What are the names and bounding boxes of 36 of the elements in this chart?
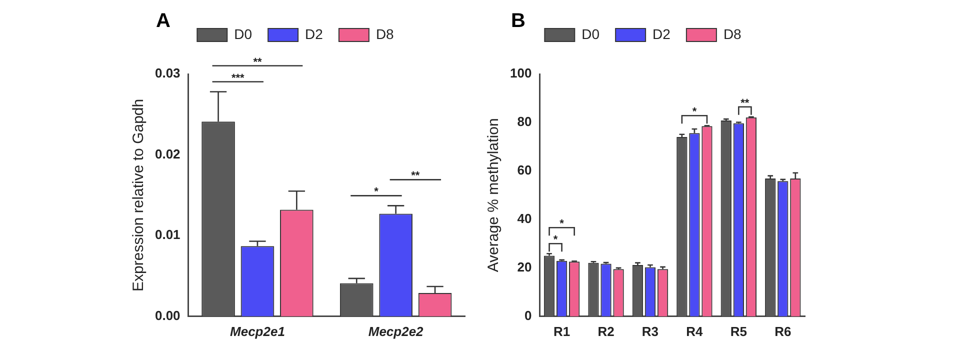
y-tick-label: 0.02 — [154, 146, 180, 162]
legend-label: D8 — [723, 26, 742, 42]
chart-title: B — [511, 10, 526, 33]
x-tick-label: R2 — [598, 324, 614, 339]
text: ** — [253, 56, 262, 68]
legend-label: D0 — [234, 26, 252, 42]
annotation: * — [560, 218, 565, 230]
y-tick-label: 0.00 — [154, 308, 180, 323]
y-axis-title: Average % methylation — [485, 118, 502, 272]
legend-label: D0 — [582, 26, 600, 42]
y-tick-label: 40 — [517, 211, 532, 226]
x-tick-label: R6 — [774, 324, 792, 339]
legend-label: D2 — [652, 26, 671, 42]
y-axis-title: Expression relative to Gapdh — [130, 98, 148, 292]
annotation: * — [553, 234, 558, 246]
y-tick-label: 80 — [517, 114, 532, 130]
legend-label: D8 — [376, 26, 394, 42]
chart-title: A — [156, 10, 170, 33]
y-tick-label: 60 — [517, 162, 532, 178]
legend-label: D2 — [305, 26, 324, 42]
y-tick-label: 0.03 — [154, 66, 180, 81]
y-tick-label: 20 — [517, 260, 532, 274]
x-tick-label: R3 — [642, 324, 659, 339]
x-tick-label: Mecp2e2 — [368, 324, 424, 339]
x-tick-label: Mecp2e1 — [230, 324, 285, 339]
annotation: ** — [740, 97, 750, 110]
x-tick-label: R4 — [686, 324, 704, 339]
y-tick-label: 0.01 — [154, 227, 180, 242]
annotation: * — [374, 186, 380, 198]
annotation: *** — [231, 72, 246, 84]
y-tick-label: 100 — [510, 66, 532, 81]
annotation: ** — [411, 170, 420, 182]
x-tick-label: R5 — [730, 324, 747, 339]
y-tick-label: 0 — [524, 308, 532, 323]
x-tick-label: R1 — [553, 324, 570, 339]
annotation: * — [692, 106, 698, 118]
